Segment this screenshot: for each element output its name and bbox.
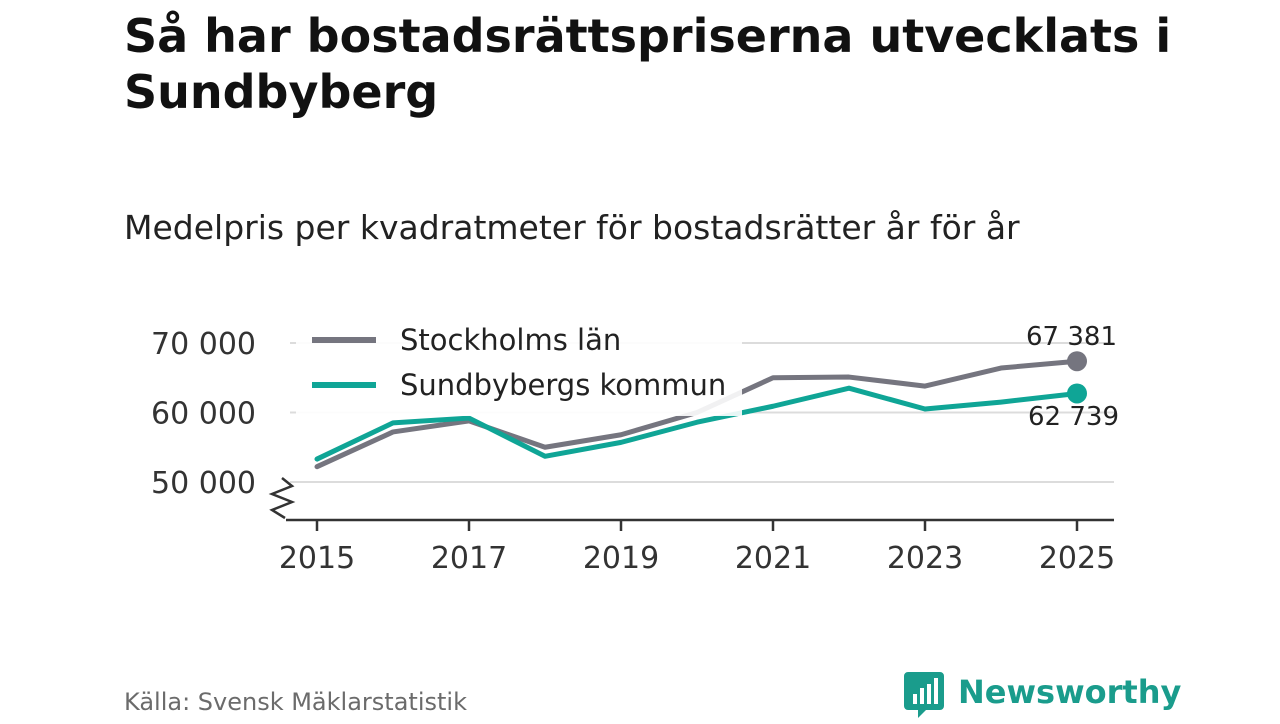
y-axis-ticks: 50 000 60 000 70 000 xyxy=(151,327,256,501)
y-tick-label: 70 000 xyxy=(151,327,256,362)
legend-label-1: Sundbybergs kommun xyxy=(400,368,726,402)
series-end-marker-1 xyxy=(1067,383,1087,404)
x-tick-label: 2015 xyxy=(279,541,355,576)
end-label-1: 62 739 xyxy=(1028,402,1119,432)
end-labels: 67 381 62 739 xyxy=(1026,322,1119,432)
end-label-0: 67 381 xyxy=(1026,322,1117,352)
y-tick-label: 50 000 xyxy=(151,466,256,501)
series-line-1 xyxy=(314,385,1080,462)
axis-break-mark xyxy=(268,477,296,520)
brand-logo[interactable]: Newsworthy xyxy=(902,670,1181,720)
x-tick-label: 2025 xyxy=(1039,541,1115,576)
legend-background xyxy=(296,318,742,416)
x-tick-label: 2023 xyxy=(887,541,963,576)
newsworthy-logo-icon xyxy=(904,672,944,718)
x-tick-label: 2017 xyxy=(431,541,507,576)
legend: Stockholms län Sundbybergs kommun xyxy=(296,318,742,416)
chart-subtitle: Medelpris per kvadratmeter för bostadsrä… xyxy=(124,208,1020,247)
source-note: Källa: Svensk Mäklarstatistik xyxy=(124,688,467,716)
series-end-marker-0 xyxy=(1067,351,1087,372)
chart-title: Så har bostadsrättspriserna utvecklats i… xyxy=(124,9,1172,119)
brand-name: Newsworthy xyxy=(958,673,1182,711)
x-axis: 2015 2017 2019 2021 2023 2025 xyxy=(268,477,1115,576)
x-tick-label: 2021 xyxy=(735,541,811,576)
legend-label-0: Stockholms län xyxy=(400,323,621,357)
y-tick-label: 60 000 xyxy=(151,397,256,432)
x-tick-label: 2019 xyxy=(583,541,659,576)
